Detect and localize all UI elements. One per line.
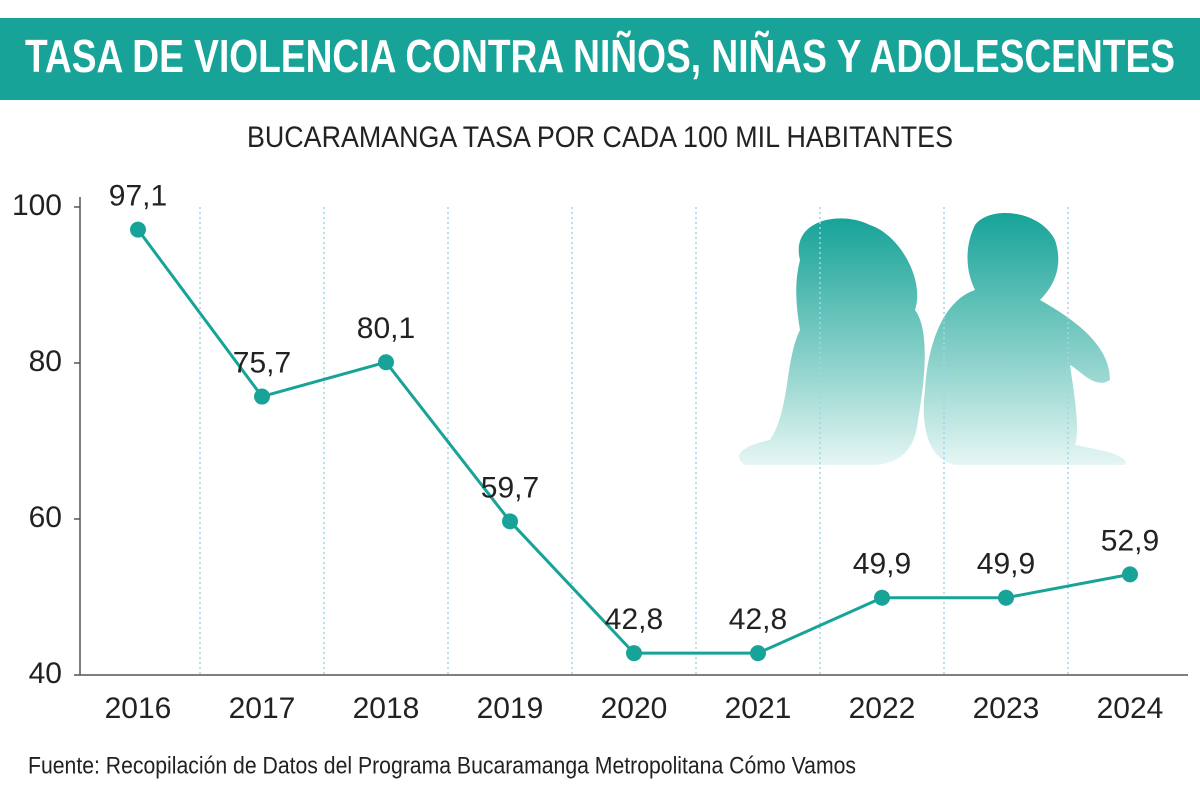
title-banner [0,18,1200,100]
x-tick-label: 2019 [477,692,544,725]
y-tick-label: 60 [29,501,62,534]
chart-title: TASA DE VIOLENCIA CONTRA NIÑOS, NIÑAS Y … [25,30,1175,82]
y-tick-label: 100 [12,189,62,222]
point [502,513,518,530]
value-label: 42,8 [729,603,787,636]
point [130,221,146,238]
y-tick-label: 80 [29,345,62,378]
x-tick-label: 2024 [1097,692,1164,725]
point [750,645,766,662]
chart-subtitle: BUCARAMANGA TASA POR CADA 100 MIL HABITA… [247,121,953,154]
x-tick-label: 2018 [353,692,420,725]
illustration [739,213,1126,465]
x-tick-label: 2023 [973,692,1040,725]
value-label: 49,9 [853,548,911,581]
y-tick-label: 40 [29,657,62,690]
x-tick-label: 2021 [725,692,792,725]
value-label: 97,1 [109,180,167,213]
value-label: 52,9 [1101,524,1159,557]
point [626,645,642,662]
point [874,589,890,606]
value-label: 75,7 [233,346,291,379]
point [378,354,394,371]
x-tick-label: 2022 [849,692,916,725]
point [254,388,270,405]
x-tick-label: 2017 [229,692,296,725]
x-tick-label: 2020 [601,692,668,725]
point [998,589,1014,606]
value-label: 49,9 [977,548,1035,581]
value-label: 42,8 [605,603,663,636]
value-label: 80,1 [357,312,415,345]
point [1122,566,1138,583]
value-label: 59,7 [481,471,539,504]
source-note: Fuente: Recopilación de Datos del Progra… [28,752,856,779]
x-tick-label: 2016 [105,692,172,725]
